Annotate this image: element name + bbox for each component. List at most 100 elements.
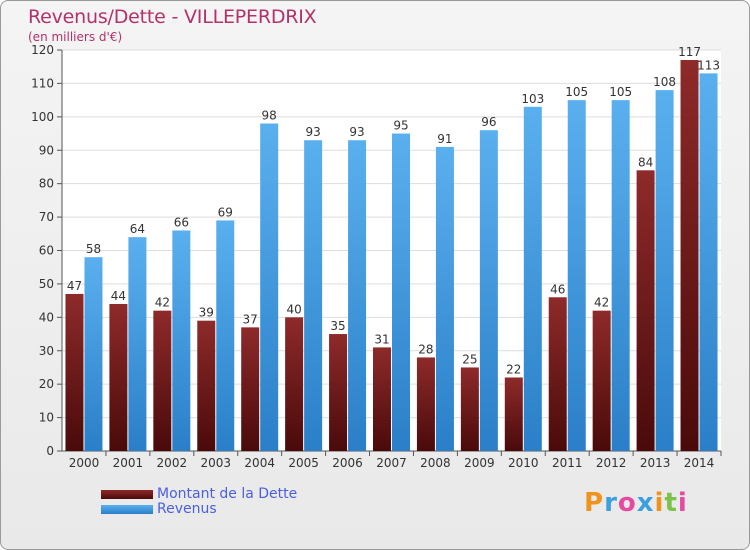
y-tick-label: 80 [39, 177, 54, 191]
data-label-revenue: 96 [481, 115, 496, 129]
y-tick-label: 50 [39, 277, 54, 291]
data-label-debt: 31 [374, 332, 389, 346]
x-tick-label: 2008 [420, 456, 451, 470]
x-tick-label: 2012 [596, 456, 627, 470]
y-tick-label: 90 [39, 143, 54, 157]
data-label-revenue: 91 [437, 132, 452, 146]
data-label-revenue: 113 [697, 58, 720, 72]
y-tick-label: 100 [31, 110, 54, 124]
bar-debt [460, 367, 479, 451]
data-label-revenue: 58 [86, 242, 101, 256]
data-label-debt: 84 [638, 155, 653, 169]
data-label-debt: 40 [286, 302, 301, 316]
data-label-debt: 39 [199, 306, 214, 320]
data-label-revenue: 69 [218, 205, 233, 219]
bar-revenue [611, 100, 630, 451]
bar-debt [197, 320, 216, 451]
data-label-debt: 42 [155, 296, 170, 310]
bar-revenue [304, 140, 323, 451]
bar-revenue [84, 257, 103, 451]
data-label-debt: 47 [67, 279, 82, 293]
bar-revenue [260, 123, 279, 452]
legend-label-revenue: Revenus [157, 501, 217, 517]
bar-debt [548, 297, 567, 451]
data-label-debt: 44 [111, 289, 126, 303]
logo-letter: r [604, 488, 618, 518]
bar-revenue [172, 230, 191, 451]
bar-revenue [128, 237, 147, 451]
proxiti-logo: Proxiti [584, 488, 688, 518]
bar-debt [416, 357, 435, 451]
bar-debt [504, 377, 523, 451]
logo-letter: t [664, 488, 678, 518]
y-tick-label: 10 [39, 411, 54, 425]
bar-revenue [216, 220, 235, 451]
x-tick-label: 2005 [288, 456, 319, 470]
logo-letter: x [636, 488, 655, 518]
data-label-debt: 35 [330, 319, 345, 333]
data-label-debt: 46 [550, 282, 565, 296]
data-label-revenue: 93 [305, 125, 320, 139]
bar-revenue [699, 73, 718, 452]
logo-letter: o [617, 488, 637, 518]
data-label-debt: 117 [678, 45, 701, 59]
data-label-revenue: 95 [393, 119, 408, 133]
legend-label-debt: Montant de la Dette [157, 486, 298, 502]
x-tick-label: 2009 [464, 456, 495, 470]
bar-debt [153, 310, 172, 451]
y-tick-label: 70 [39, 210, 54, 224]
data-label-revenue: 66 [174, 215, 189, 229]
data-label-debt: 25 [462, 352, 477, 366]
chart-title: Revenus/Dette - VILLEPERDRIX [28, 6, 317, 28]
x-tick-label: 2000 [69, 456, 100, 470]
x-tick-label: 2011 [552, 456, 583, 470]
y-tick-label: 40 [39, 310, 54, 324]
bar-debt [285, 317, 304, 451]
y-tick-label: 20 [39, 377, 54, 391]
legend-swatch-debt [101, 490, 153, 499]
bar-debt [680, 60, 699, 452]
bar-debt [636, 170, 655, 452]
bar-debt [241, 327, 260, 451]
x-tick-label: 2014 [684, 456, 715, 470]
logo-letter: i [654, 488, 665, 518]
y-tick-label: 120 [31, 43, 54, 57]
x-tick-label: 2003 [200, 456, 231, 470]
bar-revenue [348, 140, 367, 451]
y-tick-label: 30 [39, 344, 54, 358]
y-tick-label: 60 [39, 244, 54, 258]
data-label-revenue: 64 [130, 222, 145, 236]
bar-revenue [479, 130, 498, 451]
x-tick-label: 2001 [113, 456, 144, 470]
data-label-revenue: 105 [609, 85, 632, 99]
bar-debt [592, 310, 611, 451]
bar-revenue [392, 133, 410, 451]
x-tick-label: 2006 [332, 456, 363, 470]
x-tick-label: 2002 [157, 456, 188, 470]
legend-swatch-revenue [101, 505, 153, 514]
y-tick-label: 0 [46, 444, 54, 458]
bar-revenue [567, 100, 586, 451]
bar-debt [329, 334, 348, 451]
x-tick-label: 2004 [244, 456, 275, 470]
data-label-revenue: 93 [349, 125, 364, 139]
data-label-debt: 22 [506, 362, 521, 376]
y-tick-label: 110 [31, 76, 54, 90]
data-label-revenue: 105 [565, 85, 588, 99]
x-tick-label: 2013 [640, 456, 671, 470]
data-label-revenue: 103 [521, 92, 544, 106]
x-tick-label: 2007 [376, 456, 407, 470]
bar-debt [109, 303, 128, 451]
data-label-debt: 42 [594, 296, 609, 310]
bar-debt [373, 347, 391, 451]
data-label-debt: 28 [418, 342, 433, 356]
data-label-debt: 37 [243, 312, 258, 326]
bar-revenue [523, 106, 542, 451]
data-label-revenue: 98 [262, 109, 277, 123]
bar-debt [65, 293, 84, 451]
logo-letter: P [584, 488, 605, 518]
data-label-revenue: 108 [653, 75, 676, 89]
x-tick-label: 2010 [508, 456, 539, 470]
